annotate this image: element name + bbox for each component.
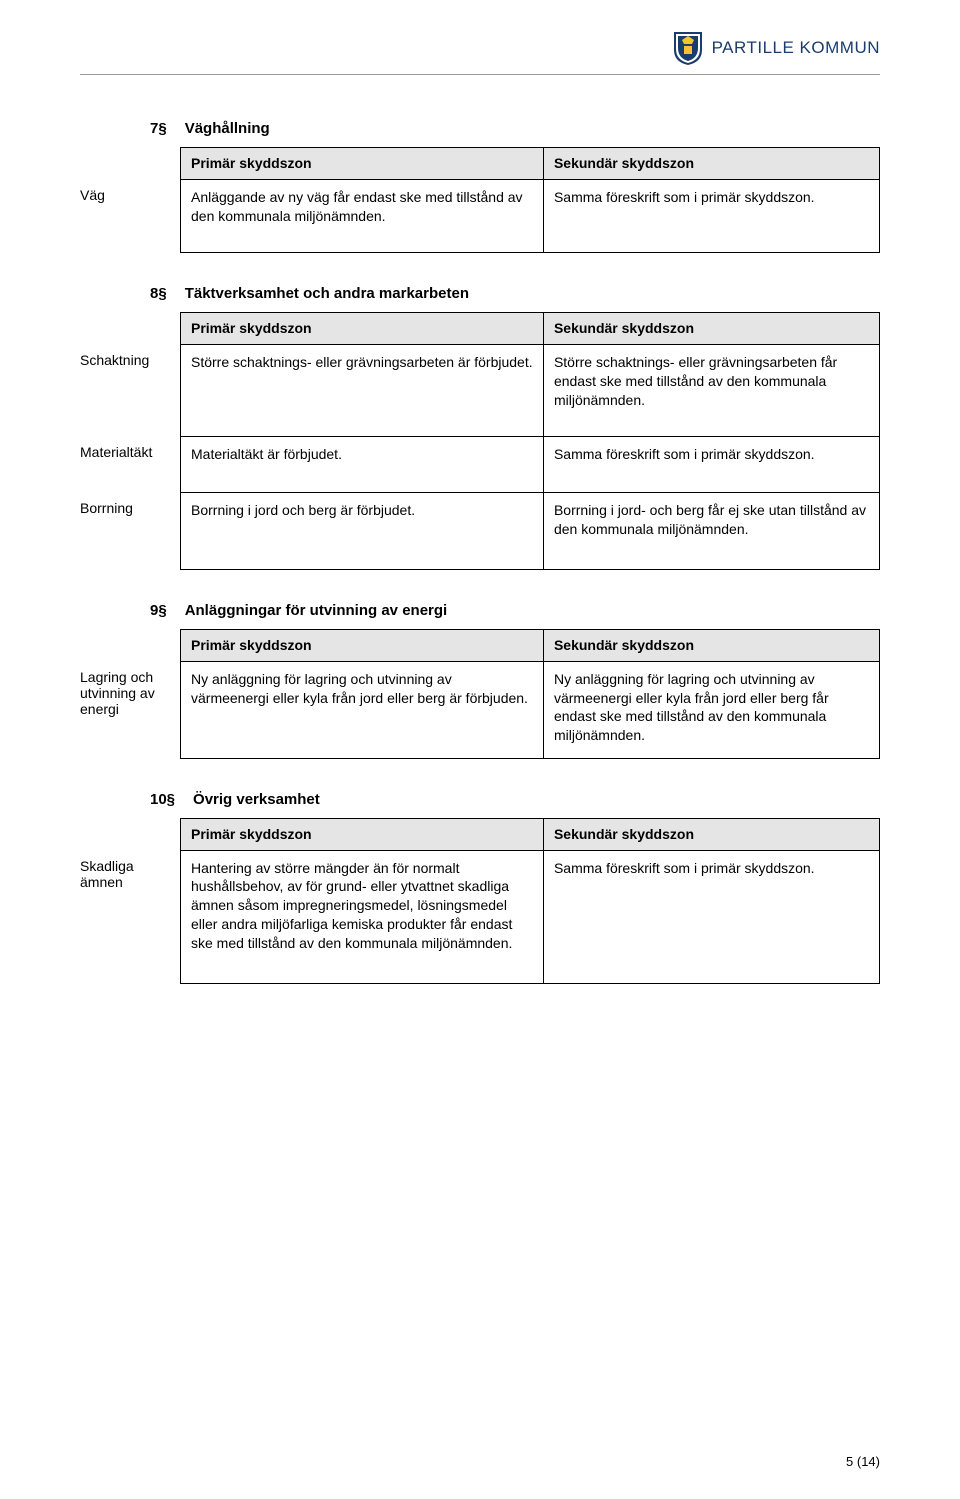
col-secondary-header: Sekundär skyddszon [544,313,879,344]
col-primary-header: Primär skyddszon [181,630,544,661]
col-secondary-header: Sekundär skyddszon [544,148,879,179]
table-row: Ny anläggning för lagring och utvinning … [181,662,879,758]
crest-icon [672,30,704,66]
section-9-heading: 9§ Anläggningar för utvinning av energi [150,602,880,619]
col-primary-header: Primär skyddszon [181,148,544,179]
cell-primary: Hantering av större mängder än för norma… [181,851,544,983]
section-9: 9§ Anläggningar för utvinning av energi … [80,602,880,759]
page-number: 5 (14) [846,1454,880,1469]
cell-secondary: Samma föreskrift som i primär skyddszon. [544,180,879,252]
table-row: Större schaktnings- eller grävningsarbet… [181,345,879,437]
label-spacer [80,629,180,661]
table-header-row: Primär skyddszon Sekundär skyddszon [181,819,879,851]
col-secondary-header: Sekundär skyddszon [544,819,879,850]
cell-primary: Borrning i jord och berg är förbjudet. [181,493,544,569]
label-spacer [80,818,180,850]
label-spacer [80,147,180,179]
section-num: 10§ [150,791,175,808]
section-num: 7§ [150,120,167,137]
row-label: Schaktning [80,344,180,436]
section-num: 9§ [150,602,167,619]
row-label: Materialtäkt [80,436,180,492]
cell-primary: Större schaktnings- eller grävningsarbet… [181,345,544,436]
table-row: Borrning i jord och berg är förbjudet. B… [181,493,879,569]
cell-secondary: Större schaktnings- eller grävningsarbet… [544,345,879,436]
col-secondary-header: Sekundär skyddszon [544,630,879,661]
cell-secondary: Borrning i jord- och berg får ej ske uta… [544,493,879,569]
cell-primary: Materialtäkt är förbjudet. [181,437,544,492]
label-spacer [80,312,180,344]
table-header-row: Primär skyddszon Sekundär skyddszon [181,313,879,345]
section-10-heading: 10§ Övrig verksamhet [150,791,880,808]
brand-name: PARTILLE KOMMUN [712,38,880,58]
cell-secondary: Samma föreskrift som i primär skyddszon. [544,437,879,492]
section-8-heading: 8§ Täktverksamhet och andra markarbeten [150,285,880,302]
section-title: Övrig verksamhet [193,791,320,808]
cell-primary: Ny anläggning för lagring och utvinning … [181,662,544,758]
cell-primary: Anläggande av ny väg får endast ske med … [181,180,544,252]
brand-logo: PARTILLE KOMMUN [672,30,880,66]
section-title: Täktverksamhet och andra markarbeten [185,285,469,302]
cell-secondary: Ny anläggning för lagring och utvinning … [544,662,879,758]
table-row: Anläggande av ny väg får endast ske med … [181,180,879,252]
col-primary-header: Primär skyddszon [181,819,544,850]
col-primary-header: Primär skyddszon [181,313,544,344]
table-row: Hantering av större mängder än för norma… [181,851,879,983]
row-label: Borrning [80,492,180,568]
row-label: Skadliga ämnen [80,850,180,982]
table-row: Materialtäkt är förbjudet. Samma föreskr… [181,437,879,493]
section-10: 10§ Övrig verksamhet Skadliga ämnen Prim… [80,791,880,984]
section-7-heading: 7§ Väghållning [150,120,880,137]
page-header: PARTILLE KOMMUN [80,30,880,75]
section-title: Anläggningar för utvinning av energi [185,602,448,619]
section-title: Väghållning [185,120,270,137]
table-header-row: Primär skyddszon Sekundär skyddszon [181,630,879,662]
section-8: 8§ Täktverksamhet och andra markarbeten … [80,285,880,570]
table-header-row: Primär skyddszon Sekundär skyddszon [181,148,879,180]
row-label: Väg [80,179,180,251]
section-7: 7§ Väghållning Väg Primär skyddszon Seku… [80,120,880,253]
section-num: 8§ [150,285,167,302]
row-label: Lagring och utvinning av energi [80,661,180,757]
cell-secondary: Samma föreskrift som i primär skyddszon. [544,851,879,983]
